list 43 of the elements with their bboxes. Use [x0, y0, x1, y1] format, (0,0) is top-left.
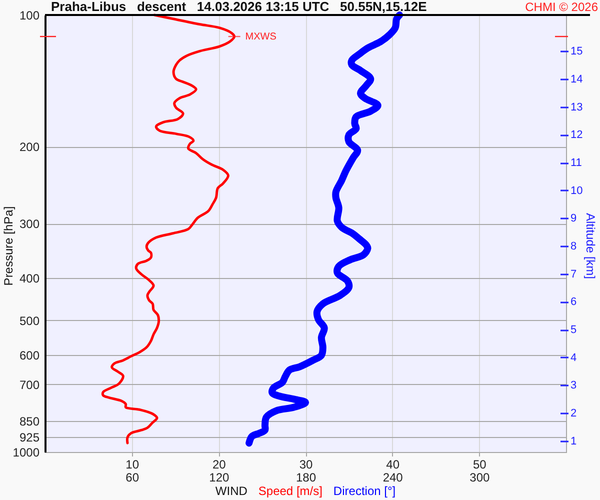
y2-tick-label: 5 — [570, 324, 577, 336]
x-tick-label: 20 — [212, 458, 226, 472]
x-tick-label: 30 — [299, 458, 313, 472]
y-tick-label: 500 — [19, 314, 40, 328]
y2-tick-label: 9 — [570, 212, 577, 225]
y2-tick-label: 12 — [570, 129, 583, 142]
y2-tick-label: 8 — [570, 240, 577, 253]
y2-tick-label: 1 — [570, 435, 577, 448]
x2-tick-label: 120 — [209, 470, 230, 484]
annotation: MXWS — [245, 32, 277, 43]
x2-tick-label: 180 — [296, 470, 316, 484]
x-tick-label: 50 — [472, 458, 487, 472]
y-tick-label: 300 — [19, 217, 40, 231]
y-tick-label: 1000 — [12, 446, 40, 460]
y-axis-title: Pressure [hPa] — [2, 206, 16, 286]
x2-tick-label: 300 — [470, 470, 490, 484]
y2-axis-title: Altitude [km] — [584, 212, 598, 280]
y2-tick-label: 14 — [570, 74, 583, 86]
y-tick-label: 700 — [19, 378, 40, 392]
x-tick-label: 40 — [386, 458, 400, 472]
y2-tick-label: 3 — [570, 380, 577, 392]
y2-tick-label: 13 — [570, 101, 583, 114]
y2-tick-label: 6 — [570, 296, 577, 308]
y-tick-label: 400 — [19, 272, 40, 286]
x-axis-title: WIND — [215, 484, 248, 498]
y-tick-label: 100 — [19, 8, 40, 22]
y2-tick-label: 7 — [570, 268, 577, 280]
y2-tick-label: 11 — [570, 157, 582, 170]
y-tick-label: 200 — [19, 140, 40, 154]
y2-tick-label: 2 — [570, 408, 577, 420]
y-tick-label: 850 — [19, 414, 40, 429]
y2-tick-label: 4 — [570, 352, 577, 364]
text: Speed [m/s] — [258, 484, 322, 498]
x2-tick-label: 240 — [382, 470, 404, 484]
y2-tick-label: 15 — [570, 46, 583, 58]
y-tick-label: 925 — [19, 430, 40, 445]
text: CHMI © 2026 — [525, 0, 598, 14]
text: Direction [°] — [333, 484, 396, 498]
y2-tick-label: 10 — [570, 184, 583, 197]
y-tick-label: 600 — [19, 348, 40, 363]
x2-tick-label: 60 — [126, 470, 140, 484]
chart-title: Praha-Libus descent 14.03.2026 13:15 UTC 50.55N,15.12E — [51, 0, 428, 14]
x-tick-label: 10 — [126, 458, 140, 472]
